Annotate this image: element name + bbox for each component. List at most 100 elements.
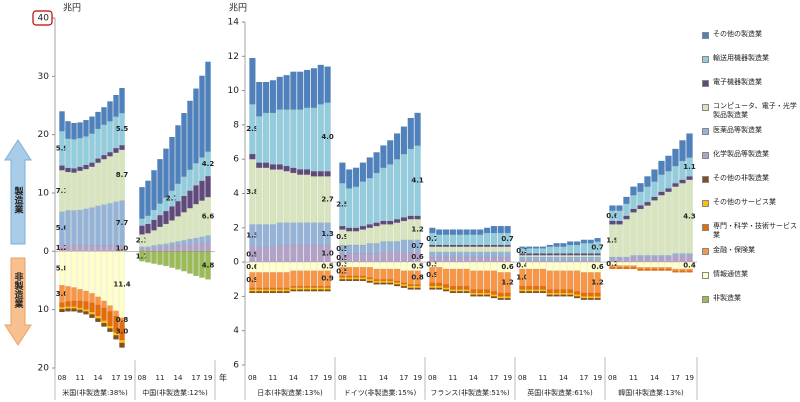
data-label: 3.8 (246, 188, 259, 196)
bar-segment (59, 307, 65, 310)
bar-segment (366, 253, 373, 263)
bar-segment (414, 287, 421, 290)
data-label: 0.5 (336, 254, 349, 262)
bar-segment (107, 101, 113, 122)
bar-segment (193, 88, 199, 164)
bar-segment (352, 186, 360, 228)
bar-segment (463, 229, 470, 235)
bar-segment (175, 183, 181, 202)
legend-label: 化学製品等製造業 (713, 150, 769, 158)
bar-segment (429, 285, 436, 288)
bar-segment (145, 233, 151, 247)
bar-segment (651, 196, 658, 201)
bar-segment (436, 285, 443, 288)
bar-segment (199, 243, 205, 252)
bar-segment (637, 261, 644, 268)
bar-segment (573, 291, 581, 295)
bar-segment (107, 325, 113, 329)
data-label: 0.5 (411, 262, 424, 270)
x-tick-label: 08 (248, 374, 257, 382)
bar-segment (256, 272, 263, 288)
x-tick-label: 08 (138, 374, 147, 382)
bar-segment (283, 289, 290, 292)
x-tick-label: 14 (469, 374, 478, 382)
bar-segment (449, 229, 457, 235)
bar-segment (442, 234, 450, 246)
bar-segment (297, 287, 304, 290)
bar-segment (163, 243, 169, 247)
bar-segment (163, 210, 169, 225)
data-label: 0.4 (516, 262, 529, 270)
bar-segment (297, 289, 304, 292)
bar-segment (470, 294, 477, 297)
legend-item: 非製造業 (700, 294, 798, 318)
bar-segment (644, 268, 651, 271)
bar-segment (366, 227, 373, 244)
bar-segment (436, 244, 443, 247)
bar-segment (205, 175, 211, 198)
bar-segment (276, 261, 283, 273)
bar-segment (456, 229, 463, 235)
bar-segment (573, 296, 581, 299)
bar-segment (504, 292, 511, 297)
bar-segment (187, 190, 193, 209)
bar-segment (269, 289, 277, 292)
legend-item: 電子機器製造業 (700, 78, 798, 102)
bar-segment (59, 302, 65, 308)
bar-segment (580, 297, 588, 300)
bar-segment (256, 287, 263, 290)
bar-segment (573, 244, 581, 254)
bar-segment (139, 251, 145, 262)
bar-segment (616, 258, 623, 263)
bar-segment (387, 164, 394, 222)
bar-segment (672, 165, 679, 184)
y-tick-label: 2 (233, 223, 239, 233)
bar-segment (151, 245, 157, 248)
bar-segment (193, 163, 199, 186)
bar-segment (71, 251, 77, 288)
bar-segment (373, 225, 380, 244)
bar-segment (297, 109, 304, 170)
bar-segment (477, 261, 484, 271)
bar-segment (567, 270, 574, 290)
bar-segment (71, 308, 77, 312)
bar-segment (380, 220, 387, 225)
bar-segment (616, 210, 623, 222)
bar-segment (429, 282, 436, 287)
bar-segment (249, 153, 256, 160)
bar-segment (560, 270, 567, 290)
bar-segment (283, 244, 290, 263)
bar-segment (637, 267, 644, 270)
bar-segment (623, 265, 630, 268)
bar-segment (463, 244, 470, 247)
data-label: 0.9 (246, 250, 259, 258)
bar-segment (393, 219, 401, 223)
bar-segment (442, 229, 450, 235)
bar-segment (587, 253, 594, 256)
bar-segment (470, 261, 477, 271)
bar-segment (637, 255, 644, 258)
bar-segment (560, 289, 567, 294)
bar-segment (644, 267, 651, 270)
bar-segment (623, 267, 630, 270)
legend-label: 医薬品等製造業 (713, 126, 762, 134)
data-label: 0.4 (683, 262, 696, 270)
data-label: 0.2 (606, 260, 619, 268)
bar-segment (609, 205, 616, 211)
bar-segment (101, 322, 107, 327)
bar-segment (387, 268, 394, 280)
bar-segment (352, 244, 360, 254)
bar-segment (139, 225, 145, 235)
bar-segment (658, 191, 665, 196)
bar-segment (400, 285, 408, 288)
data-label: 1.0 (516, 274, 529, 282)
bar-segment (175, 241, 181, 246)
bar-segment (686, 268, 693, 271)
bar-segment (151, 209, 157, 220)
bar-segment (269, 291, 277, 294)
bar-segment (205, 61, 211, 152)
bar-segment (187, 208, 193, 240)
bar-segment (101, 159, 107, 205)
bar-segment (107, 305, 113, 312)
bar-segment (483, 289, 491, 294)
